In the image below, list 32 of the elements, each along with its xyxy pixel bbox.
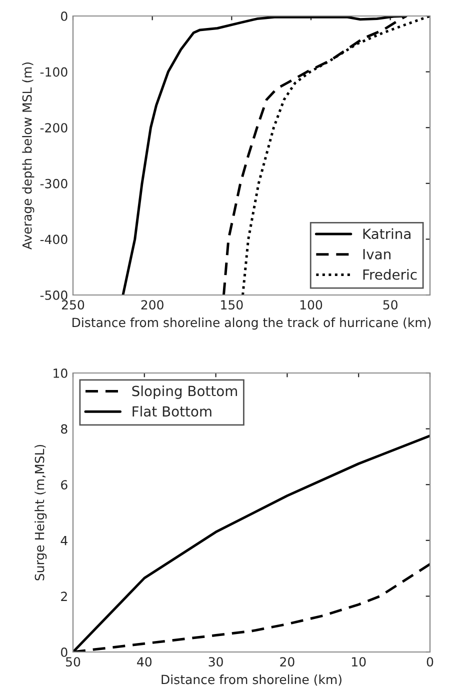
y-tick-label: 4 — [60, 536, 68, 546]
x-tick-label: 100 — [300, 300, 322, 310]
y-tick-label: 2 — [61, 592, 67, 601]
x-tick-label: 200 — [141, 300, 164, 310]
y-tick-label: 0 — [61, 11, 68, 21]
legend-label: Frederic — [363, 269, 417, 280]
legend-label: Flat Bottom — [132, 406, 212, 417]
x-tick-label: 10 — [352, 657, 366, 667]
x-tick-label: 50 — [383, 300, 398, 310]
x-axis-title: Distance from shoreline along the track of hurricane (km) — [72, 318, 431, 330]
x-tick-label: 40 — [137, 657, 152, 667]
x-tick-label: 30 — [208, 657, 223, 667]
x-tick-label: 0 — [426, 657, 434, 667]
y-tick-label: 6 — [61, 480, 68, 490]
x-tick-label: 20 — [280, 657, 294, 667]
y-axis-title: Surge Height (m,MSL) — [34, 444, 47, 580]
legend-label: Sloping Bottom — [132, 386, 237, 399]
y-tick-label: -100 — [40, 67, 68, 77]
y-tick-label: -300 — [40, 178, 68, 188]
legend-label: Katrina — [363, 228, 410, 240]
legend-label: Ivan — [363, 249, 390, 260]
y-tick-label: 8 — [61, 424, 68, 434]
x-tick-label: 50 — [66, 657, 80, 667]
y-tick-label: -500 — [40, 290, 68, 300]
y-tick-label: 0 — [61, 647, 68, 657]
x-tick-label: 150 — [221, 300, 243, 310]
x-axis-title: Distance from shoreline (km) — [162, 674, 342, 686]
y-tick-label: 10 — [54, 368, 68, 378]
x-tick-label: 250 — [62, 300, 84, 310]
y-tick-label: -200 — [40, 123, 68, 133]
y-axis-title: Average depth below MSL (m) — [22, 62, 34, 250]
y-tick-label: -400 — [40, 234, 68, 244]
